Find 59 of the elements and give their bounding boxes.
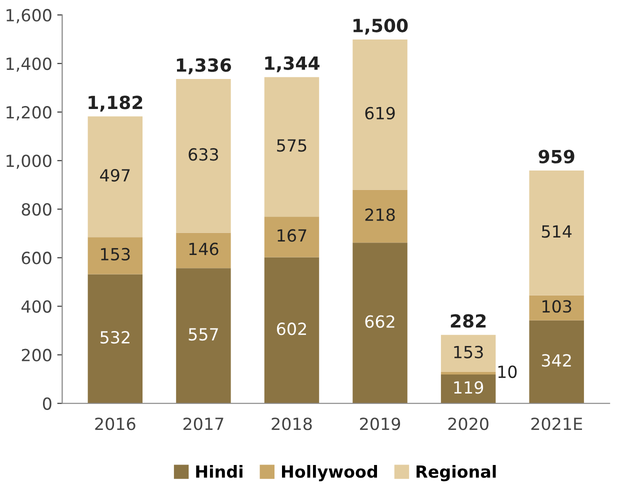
bar <box>88 116 143 238</box>
bar <box>176 268 231 404</box>
data-label: 10 <box>498 366 517 378</box>
total-label: 1,336 <box>176 58 232 74</box>
y-tick-label: 1,600 <box>6 8 52 24</box>
data-label: 633 <box>188 148 218 161</box>
total-label: 1,500 <box>354 18 408 35</box>
data-label: 514 <box>542 225 572 238</box>
y-tick-label: 200 <box>22 348 52 362</box>
x-tick-label: 2020 <box>448 418 488 430</box>
total-label: 1,182 <box>88 96 142 112</box>
x-tick-label: 2018 <box>272 418 312 430</box>
x-tick-label: 2021E <box>531 418 582 430</box>
bar <box>352 190 408 243</box>
x-tick-label: 2016 <box>95 418 136 430</box>
data-label: 532 <box>100 331 130 344</box>
bar <box>176 79 231 233</box>
bar <box>529 320 584 404</box>
legend-label: Regional <box>416 464 496 482</box>
y-tick-label: 400 <box>21 300 52 313</box>
bar <box>352 242 408 404</box>
data-label: 153 <box>101 248 130 260</box>
data-label: 602 <box>276 322 306 336</box>
y-tick-label: 1,200 <box>6 106 52 120</box>
x-tick-label: 2019 <box>360 418 400 430</box>
legend-label: Hindi <box>196 464 242 478</box>
bar <box>440 334 496 372</box>
data-label: 167 <box>278 229 306 242</box>
bar <box>264 77 320 217</box>
bar <box>176 232 231 268</box>
y-tick-label: 0 <box>42 397 52 410</box>
bar <box>88 274 143 404</box>
data-label: 103 <box>542 300 572 313</box>
y-tick-label: 800 <box>22 203 52 216</box>
y-tick-label: 1,000 <box>6 154 52 169</box>
data-label: 575 <box>277 139 306 152</box>
legend-label: Hollywood <box>282 464 377 482</box>
data-label: 218 <box>365 208 395 222</box>
total-label: 282 <box>450 314 486 328</box>
y-tick-label: 600 <box>22 252 52 264</box>
bar <box>264 216 320 258</box>
bar <box>440 374 496 404</box>
bar <box>264 257 320 404</box>
total-label: 959 <box>538 150 574 164</box>
bar <box>88 237 143 274</box>
data-label: 342 <box>542 354 571 367</box>
data-label: 662 <box>365 315 394 328</box>
data-label: 497 <box>100 168 130 182</box>
x-tick-label: 2017 <box>183 418 224 430</box>
data-label: 153 <box>454 346 483 358</box>
bar <box>529 170 584 296</box>
data-label: 146 <box>189 242 218 256</box>
total-label: 1,344 <box>265 56 320 72</box>
y-tick-label: 1,400 <box>6 57 52 72</box>
bar <box>529 295 584 320</box>
data-label: 119 <box>454 381 484 394</box>
data-label: 619 <box>365 106 395 120</box>
bar <box>352 39 408 190</box>
data-label: 557 <box>188 328 218 341</box>
